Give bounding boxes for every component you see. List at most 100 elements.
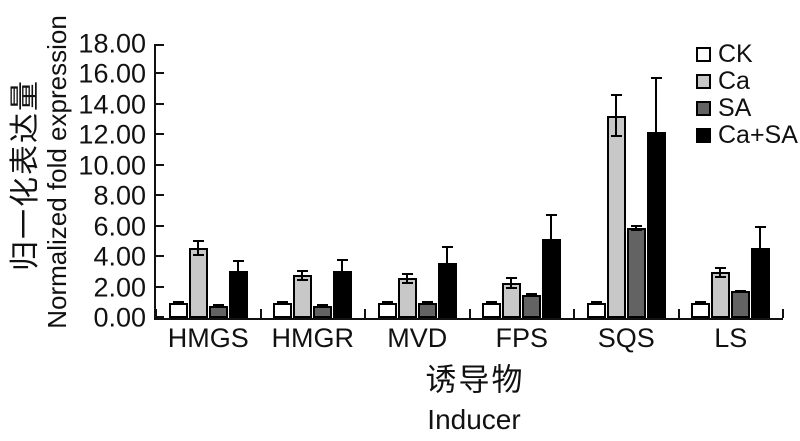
legend: CK Ca SA Ca+SA [696, 41, 798, 149]
error-bar-cap-top [715, 267, 726, 269]
y-axis-tick [156, 163, 164, 166]
x-axis-tick [260, 309, 262, 318]
legend-label: CK [718, 40, 753, 68]
error-bar-cap-bottom [526, 295, 537, 297]
error-bar-cap-top [337, 259, 348, 261]
error-bar-cap-bottom [611, 135, 622, 137]
y-axis-line [154, 44, 156, 320]
y-tick-label: 6.00 [93, 211, 146, 242]
bar-HMGS-Ca [189, 248, 208, 318]
error-bar-line [237, 260, 239, 281]
error-bar-cap-bottom [297, 279, 308, 281]
legend-swatch [696, 47, 711, 62]
error-bar-cap-bottom [317, 305, 328, 307]
x-axis-tick [678, 309, 680, 318]
y-axis-tick [156, 224, 164, 227]
bar-MVD-Ca [398, 278, 417, 318]
x-axis-line [154, 318, 783, 320]
plot-area [154, 44, 784, 320]
error-bar-cap-bottom [382, 302, 393, 304]
x-axis-tick [782, 309, 784, 318]
y-axis-title-chinese: 归一化表达量 [8, 79, 43, 271]
bar-LS-Ca [711, 272, 730, 318]
error-bar-cap-bottom [422, 302, 433, 304]
error-bar-cap-bottom [486, 302, 497, 304]
error-bar-cap-bottom [277, 302, 288, 304]
category-label-HMGR: HMGR [271, 323, 355, 353]
error-bar-line [341, 259, 343, 283]
y-tick-label: 12.00 [78, 119, 146, 150]
y-axis-tick [156, 194, 164, 197]
error-bar-line [406, 273, 408, 284]
error-bar-cap-bottom [442, 278, 453, 280]
category-label-FPS: FPS [495, 323, 549, 353]
error-bar-line [635, 225, 637, 231]
error-bar-cap-top [297, 270, 308, 272]
bar-MVD-CK [378, 303, 397, 318]
error-bar-cap-bottom [631, 229, 642, 231]
error-bar-cap-bottom [337, 281, 348, 283]
error-bar-cap-bottom [233, 279, 244, 281]
y-tick-label: 8.00 [93, 180, 146, 211]
error-bar-line [550, 214, 552, 263]
error-bar-cap-bottom [173, 302, 184, 304]
error-bar-cap-bottom [591, 302, 602, 304]
error-bar-cap-top [402, 273, 413, 275]
category-label-LS: LS [714, 323, 748, 353]
bar-LS-SA [731, 291, 750, 318]
error-bar-cap-top [233, 260, 244, 262]
error-bar-cap-top [442, 246, 453, 248]
error-bar-cap-bottom [651, 185, 662, 187]
error-bar-cap-bottom [695, 302, 706, 304]
category-label-MVD: MVD [387, 323, 448, 353]
y-tick-label: 14.00 [78, 89, 146, 120]
error-bar-cap-bottom [715, 276, 726, 278]
error-bar-cap-top [193, 240, 204, 242]
y-axis-tick [156, 102, 164, 105]
bar-HMGS-SA [209, 306, 228, 318]
error-bar-cap-top [546, 214, 557, 216]
error-bar-cap-bottom [193, 254, 204, 256]
y-axis-tick [156, 285, 164, 288]
bar-FPS-CK [482, 303, 501, 318]
y-tick-label: 18.00 [78, 28, 146, 59]
bar-MVD-SA [418, 303, 437, 318]
y-axis-tick [156, 72, 164, 75]
legend-swatch [696, 74, 711, 89]
bar-FPS-SA [522, 295, 541, 318]
error-bar-line [197, 240, 199, 256]
error-bar-cap-top [526, 293, 537, 295]
legend-swatch [696, 101, 711, 116]
y-axis-tick [156, 255, 164, 258]
x-axis-tick [364, 309, 366, 318]
legend-item-SA: SA [696, 95, 798, 122]
bar-HMGR-SA [313, 306, 332, 318]
error-bar-cap-top [755, 226, 766, 228]
error-bar-cap-top [506, 277, 517, 279]
category-label-SQS: SQS [597, 323, 655, 353]
category-label-HMGS: HMGS [167, 323, 249, 353]
legend-item-Ca+SA: Ca+SA [696, 122, 798, 149]
error-bar-cap-bottom [735, 291, 746, 293]
legend-label: SA [718, 94, 752, 122]
y-axis-tick [156, 44, 164, 46]
error-bar-cap-top [611, 94, 622, 96]
error-bar-cap-top [631, 225, 642, 227]
error-bar-line [301, 270, 303, 281]
error-bar-line [510, 277, 512, 289]
bar-HMGR-Ca [293, 275, 312, 318]
bar-HMGS-CK [169, 303, 188, 318]
x-axis-title-english: Inducer [427, 404, 521, 435]
error-bar-line [759, 226, 761, 270]
error-bar-cap-bottom [546, 261, 557, 263]
y-tick-label: 10.00 [78, 150, 146, 181]
bar-SQS-SA [627, 228, 646, 318]
error-bar-cap-bottom [506, 287, 517, 289]
y-axis-tick [156, 133, 164, 136]
bar-SQS-Ca [607, 116, 626, 318]
x-axis-tick [155, 309, 157, 318]
x-axis-title-chinese: 诱导物 [425, 362, 525, 399]
legend-label: Ca [718, 67, 750, 95]
y-tick-label: 2.00 [93, 272, 146, 303]
